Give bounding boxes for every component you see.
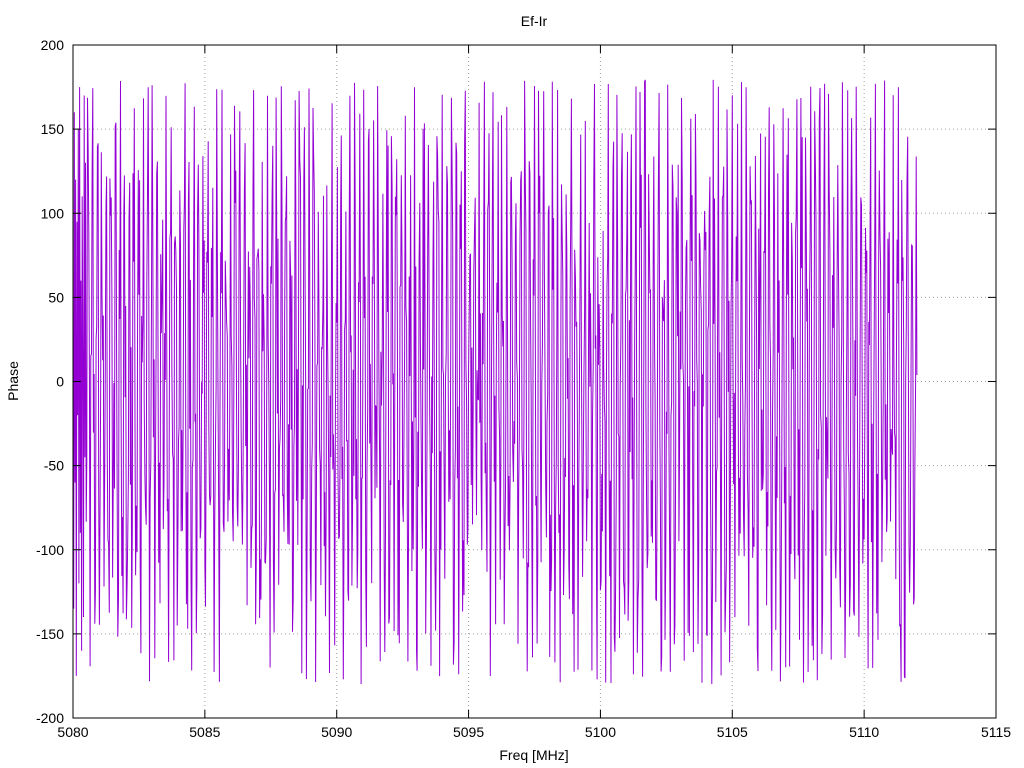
y-tick-label: 0 bbox=[56, 374, 64, 390]
y-tick-label: 100 bbox=[41, 205, 65, 221]
y-tick-label: -100 bbox=[36, 542, 64, 558]
x-tick-label: 5095 bbox=[453, 724, 484, 740]
axis-ticks: 5080 5085 5090 5095 5100 5105 5110 5115 -200 -150… bbox=[36, 37, 1011, 740]
y-tick-label: -150 bbox=[36, 626, 64, 642]
x-tick-label: 5085 bbox=[189, 724, 220, 740]
x-axis-label: Freq [MHz] bbox=[499, 747, 568, 763]
y-tick-label: 50 bbox=[48, 289, 64, 305]
y-tick-label: 150 bbox=[41, 121, 65, 137]
x-tick-label: 5115 bbox=[981, 724, 1011, 740]
chart-title: Ef-Ir bbox=[521, 13, 548, 29]
x-tick-label: 5090 bbox=[321, 724, 352, 740]
y-axis-label: Phase bbox=[5, 361, 21, 401]
y-tick-label: -50 bbox=[44, 458, 64, 474]
x-tick-label: 5100 bbox=[585, 724, 616, 740]
x-tick-label: 5105 bbox=[717, 724, 748, 740]
x-tick-label: 5080 bbox=[57, 724, 88, 740]
y-tick-label: -200 bbox=[36, 710, 64, 726]
phase-series-line bbox=[72, 79, 918, 685]
x-tick-label: 5110 bbox=[849, 724, 879, 740]
y-tick-label: 200 bbox=[41, 37, 65, 53]
series-layer bbox=[72, 79, 918, 685]
